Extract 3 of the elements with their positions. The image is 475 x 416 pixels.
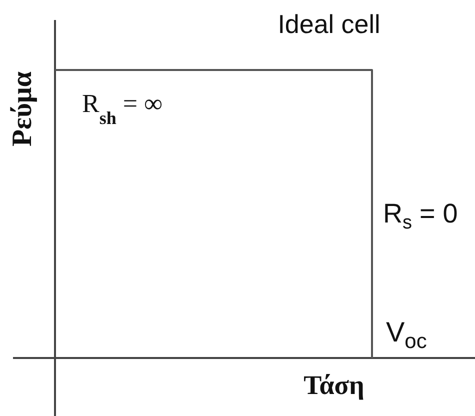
chart-title: Ideal cell [278,9,380,40]
x-axis-title: Τάση [304,370,364,400]
y-axis-title: Ρεύμα [7,71,38,147]
